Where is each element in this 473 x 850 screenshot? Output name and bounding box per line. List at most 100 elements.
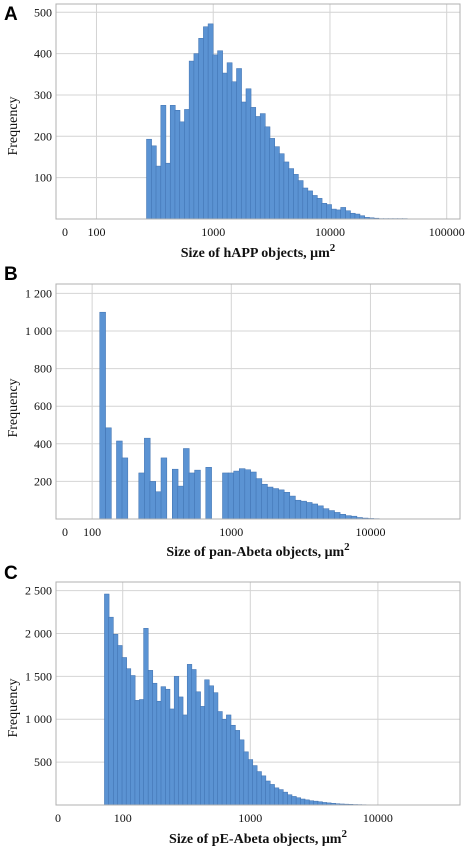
histogram-bar: [239, 468, 246, 520]
chart-panel-c: C 500 1 000 1 500 2 000 2 500 100 1000 10000 0 Fre…: [4, 563, 461, 847]
histogram-bar: [349, 212, 356, 220]
histogram-bar: [304, 799, 310, 806]
histogram-bar: [222, 472, 229, 520]
histogram-bar: [169, 105, 176, 220]
x-tick-label-zero: 0: [62, 225, 68, 239]
histogram-bar: [200, 706, 206, 806]
plot-frame: [55, 3, 461, 220]
y-tick-label: 600: [34, 399, 52, 413]
histogram-bar: [155, 491, 162, 520]
histogram-bar: [282, 791, 288, 806]
histogram-bar: [230, 724, 236, 806]
histogram-bar: [207, 23, 214, 220]
histogram-bar: [283, 161, 290, 220]
x-tick-label-zero: 0: [62, 525, 68, 539]
histogram-bar: [300, 500, 307, 520]
histogram-bar: [231, 81, 238, 220]
y-tick-label: 1 000: [25, 712, 52, 726]
histogram-bar: [274, 146, 280, 220]
histogram-bar: [193, 53, 200, 220]
histogram-bar: [245, 88, 252, 220]
histogram-bar: [294, 499, 302, 520]
histogram-bar: [113, 634, 119, 806]
histogram-bar: [160, 457, 168, 520]
histogram-bar: [104, 593, 110, 806]
histogram-bar: [147, 670, 154, 806]
histogram-bar: [146, 138, 152, 220]
x-axis-label-text: Size of hAPP objects, μm: [181, 246, 330, 261]
histogram-bar: [335, 209, 342, 220]
histogram-bar: [250, 471, 257, 520]
histogram-bar: [165, 162, 171, 220]
histogram-bar: [194, 469, 201, 520]
histogram-bar: [151, 145, 157, 220]
histogram-bar: [177, 485, 184, 520]
histogram-bar: [326, 204, 332, 220]
x-tick-label: 100: [114, 811, 132, 825]
histogram-bar: [255, 478, 263, 520]
histogram-bar: [116, 440, 123, 520]
panel-letter: A: [4, 4, 18, 25]
y-axis-label: Frequency: [6, 96, 21, 155]
histogram-bar: [221, 718, 227, 806]
histogram-bar: [330, 208, 337, 220]
y-tick-label: 400: [34, 47, 52, 61]
histogram-bar: [307, 190, 313, 220]
x-axis-label: Size of hAPP objects, μm2: [181, 242, 336, 261]
x-tick-label: 100000: [429, 225, 465, 239]
histogram-bar: [272, 488, 279, 520]
histogram-bar: [269, 138, 275, 220]
histogram-bar: [289, 495, 296, 520]
x-tick-label: 10000: [355, 525, 385, 539]
histogram-bar: [278, 489, 285, 520]
histogram-bar: [160, 105, 167, 220]
histogram-bar: [182, 714, 188, 806]
histogram-bar: [250, 107, 257, 220]
y-tick-label: 2 000: [25, 626, 52, 640]
histogram-bar: [244, 469, 251, 520]
histogram-bar: [240, 101, 247, 220]
histogram-bar: [143, 628, 149, 806]
histogram-bar: [208, 685, 214, 806]
y-tick-label: 300: [34, 88, 52, 102]
histogram-bar: [252, 765, 258, 806]
x-tick-label-zero: 0: [55, 811, 61, 825]
y-tick-label: 2 500: [25, 584, 52, 598]
histogram-bar: [108, 616, 114, 806]
histogram-bar: [269, 784, 275, 806]
y-tick-label: 200: [34, 129, 52, 143]
histogram-bar: [255, 116, 261, 220]
histogram-bar: [227, 472, 235, 520]
histogram-bar: [317, 505, 324, 520]
histogram-bar: [283, 492, 291, 520]
y-axis-label: Frequency: [6, 678, 21, 737]
histogram-bar: [144, 437, 151, 520]
x-axis-label-superscript: 2: [330, 242, 336, 254]
histogram-bar: [339, 514, 346, 520]
histogram-bar: [288, 168, 294, 220]
histogram-bar: [265, 780, 271, 806]
histogram-bar: [195, 691, 201, 806]
histogram-bar: [204, 679, 210, 806]
histogram-bar: [233, 470, 240, 520]
y-tick-label: 1 500: [25, 669, 52, 683]
histogram-bar: [247, 759, 254, 806]
histogram-bar: [203, 26, 209, 220]
histogram-bar: [183, 448, 190, 520]
x-tick-label: 1000: [219, 525, 243, 539]
histogram-bar: [340, 207, 347, 220]
histogram-bar: [291, 796, 297, 806]
histogram-bar: [264, 126, 271, 220]
histogram-bar: [328, 510, 335, 520]
x-tick-label: 100: [87, 225, 105, 239]
histogram-bar: [217, 50, 223, 220]
y-tick-label: 500: [34, 755, 52, 769]
histogram-bar: [138, 472, 145, 520]
histogram-bar: [160, 686, 166, 806]
histogram-bar: [125, 668, 132, 806]
histogram-bar: [155, 165, 162, 220]
panel-letter: B: [4, 264, 18, 285]
x-axis-label-text: Size of pan-Abeta objects, μm: [166, 545, 344, 560]
